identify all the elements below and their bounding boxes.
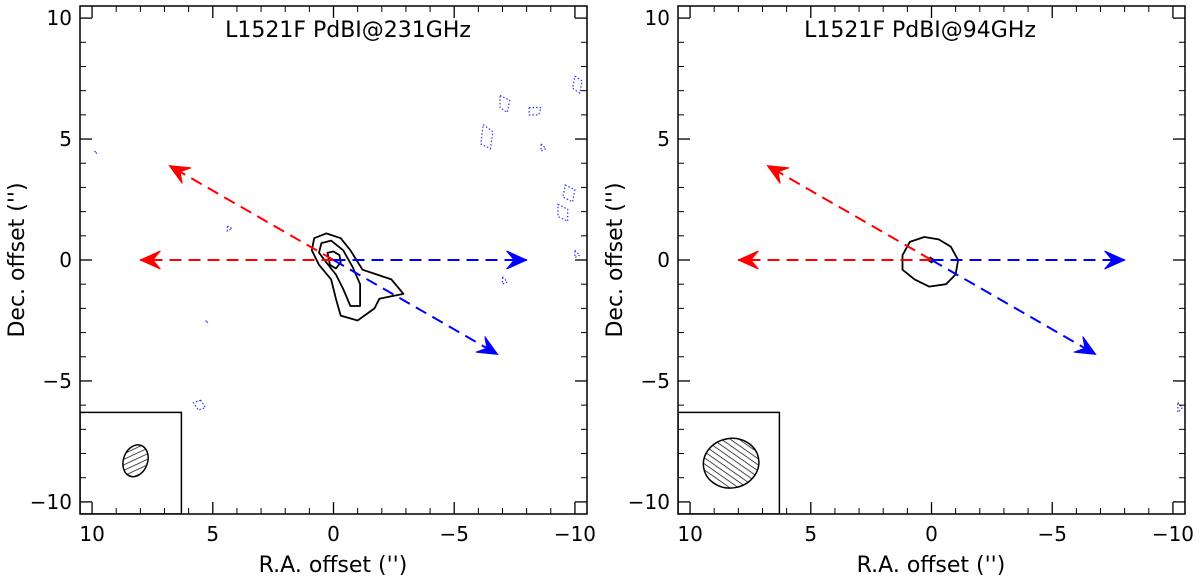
panel-231ghz-xtick-label-4: −10 [554, 522, 596, 546]
panel-231ghz-ytick-label-1: 5 [59, 127, 72, 151]
panel-94ghz-blue-arrow-southwest-shaft [931, 259, 1097, 356]
panel-94ghz-xtick-label-0: 10 [677, 522, 702, 546]
panel-231ghz-negative-contour-3 [571, 75, 583, 95]
panel-231ghz-ytick-label-3: −5 [43, 369, 72, 393]
panel-231ghz: L1521F PdBI@231GHz R.A. offset ('') Dec.… [5, 5, 596, 578]
panel-231ghz-negative-contour-10 [94, 150, 98, 155]
panel-94ghz-negative-contour-0 [1177, 401, 1184, 414]
panel-94ghz-ytick-label-1: 5 [657, 127, 670, 151]
panel-94ghz-xtick-label-2: 0 [925, 522, 938, 546]
panel-94ghz-ytick-label-2: 0 [657, 248, 670, 272]
panel-231ghz-negative-contour-4 [562, 184, 576, 203]
panel-231ghz-xtick-label-2: 0 [327, 522, 340, 546]
panel-231ghz-xtick-label-0: 10 [79, 522, 104, 546]
panel-231ghz-xtick-label-3: −5 [439, 522, 468, 546]
panel-231ghz-negative-contour-9 [226, 225, 234, 232]
panel-94ghz: L1521F PdBI@94GHz R.A. offset ('') Dec. … [603, 5, 1194, 578]
panel-94ghz-beam-ellipse [702, 437, 760, 489]
panel-231ghz-negative-contour-7 [540, 142, 548, 153]
panel-231ghz-title: L1521F PdBI@231GHz [225, 18, 471, 43]
panel-94ghz-ticks: 10 5 0 −5 −10 10 5 0 −5 −10 [628, 6, 1194, 546]
panel-231ghz-red-arrow-northeast-shaft [168, 164, 334, 261]
panel-94ghz-xtick-label-1: 5 [804, 522, 817, 546]
panel-231ghz-negative-contour-1 [480, 123, 494, 150]
panel-231ghz-red-arrow-northeast [168, 164, 334, 261]
panel-94ghz-ytick-label-3: −5 [641, 369, 670, 393]
panel-94ghz-xlabel: R.A. offset ('') [857, 553, 1006, 578]
panel-231ghz-plot [80, 75, 583, 514]
panel-231ghz-ticks: 10 5 0 −5 −10 10 5 0 −5 −10 [30, 6, 596, 546]
panel-94ghz-contour-level-0 [901, 236, 959, 288]
panel-231ghz-blue-arrow-southwest [333, 259, 499, 356]
panel-94ghz-title: L1521F PdBI@94GHz [804, 18, 1036, 43]
panel-231ghz-xtick-label-1: 5 [206, 522, 219, 546]
panel-231ghz-red-arrow-west [139, 250, 334, 270]
panel-94ghz-red-arrow-northeast-shaft [766, 164, 932, 261]
panel-231ghz-blue-arrow-east [333, 250, 528, 270]
panel-94ghz-plot [678, 164, 1184, 514]
panel-231ghz-blue-arrow-southwest-head [475, 336, 499, 355]
panel-231ghz-negative-contour-12 [574, 248, 581, 259]
panel-94ghz-red-arrow-west [737, 250, 932, 270]
panel-231ghz-negative-contour-5 [557, 203, 569, 223]
panel-231ghz-negative-contour-0 [499, 94, 511, 114]
panel-94ghz-red-arrow-northeast [766, 164, 932, 261]
panel-94ghz-blue-arrow-southwest [931, 259, 1097, 356]
panel-94ghz-blue-arrow-east-head [1104, 250, 1126, 270]
panel-231ghz-negative-contour-11 [205, 320, 209, 324]
panel-94ghz-ytick-label-4: −10 [628, 490, 670, 514]
panel-231ghz-blue-arrow-southwest-shaft [333, 259, 499, 356]
panel-94ghz-xtick-label-3: −5 [1037, 522, 1066, 546]
panel-231ghz-beam-ellipse [122, 444, 149, 478]
panel-231ghz-contour-level-2 [326, 250, 342, 270]
panel-94ghz-blue-arrow-east [931, 250, 1126, 270]
panel-231ghz-negative-contour-2 [528, 106, 542, 116]
panel-231ghz-negative-contour-6 [501, 275, 509, 286]
panel-231ghz-ytick-label-2: 0 [59, 248, 72, 272]
panel-94ghz-red-arrow-west-head [737, 250, 759, 270]
panel-231ghz-ytick-label-0: 10 [47, 6, 72, 30]
panel-231ghz-ytick-label-4: −10 [30, 490, 72, 514]
panel-94ghz-red-arrow-northeast-head [766, 165, 790, 184]
panel-94ghz-blue-arrow-southwest-head [1073, 336, 1097, 355]
panel-94ghz-ylabel: Dec. offset ('') [603, 182, 628, 337]
panel-231ghz-blue-arrow-east-head [506, 250, 528, 270]
panel-231ghz-red-arrow-northeast-head [168, 165, 192, 184]
panel-231ghz-ylabel: Dec. offset ('') [5, 182, 30, 337]
panel-94ghz-xtick-label-4: −10 [1152, 522, 1194, 546]
panel-231ghz-red-arrow-west-head [139, 250, 161, 270]
panel-231ghz-xlabel: R.A. offset ('') [259, 553, 408, 578]
panel-231ghz-negative-contour-8 [192, 399, 207, 411]
panel-231ghz-contour-level-0 [310, 232, 405, 322]
panel-94ghz-ytick-label-0: 10 [645, 6, 670, 30]
